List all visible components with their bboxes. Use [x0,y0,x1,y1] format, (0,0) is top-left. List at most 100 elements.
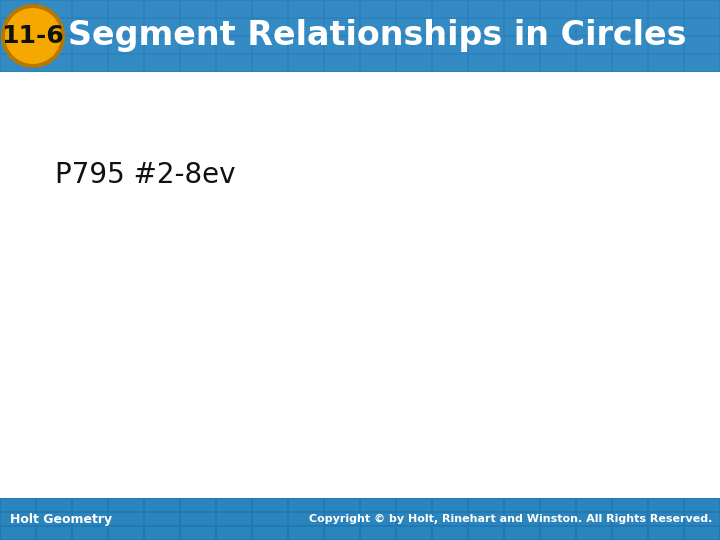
FancyBboxPatch shape [109,55,143,71]
FancyBboxPatch shape [577,527,611,539]
FancyBboxPatch shape [433,37,467,53]
Text: Copyright © by Holt, Rinehart and Winston. All Rights Reserved.: Copyright © by Holt, Rinehart and Winsto… [309,514,712,524]
FancyBboxPatch shape [469,55,503,71]
Text: P795 #2-8ev: P795 #2-8ev [55,161,235,189]
FancyBboxPatch shape [253,527,287,539]
FancyBboxPatch shape [73,1,107,17]
FancyBboxPatch shape [577,1,611,17]
FancyBboxPatch shape [505,55,539,71]
FancyBboxPatch shape [361,499,395,511]
FancyBboxPatch shape [649,513,683,525]
FancyBboxPatch shape [73,499,107,511]
FancyBboxPatch shape [73,37,107,53]
FancyBboxPatch shape [109,1,143,17]
FancyBboxPatch shape [433,527,467,539]
FancyBboxPatch shape [37,37,71,53]
FancyBboxPatch shape [505,527,539,539]
FancyBboxPatch shape [577,55,611,71]
FancyBboxPatch shape [325,513,359,525]
FancyBboxPatch shape [325,19,359,35]
FancyBboxPatch shape [253,1,287,17]
FancyBboxPatch shape [469,37,503,53]
FancyBboxPatch shape [685,499,719,511]
FancyBboxPatch shape [613,19,647,35]
FancyBboxPatch shape [145,499,179,511]
FancyBboxPatch shape [289,527,323,539]
FancyBboxPatch shape [469,1,503,17]
FancyBboxPatch shape [217,37,251,53]
FancyBboxPatch shape [361,513,395,525]
FancyBboxPatch shape [1,499,35,511]
FancyBboxPatch shape [109,527,143,539]
FancyBboxPatch shape [685,1,719,17]
FancyBboxPatch shape [505,19,539,35]
FancyBboxPatch shape [1,1,35,17]
FancyBboxPatch shape [325,37,359,53]
FancyBboxPatch shape [541,513,575,525]
FancyBboxPatch shape [541,55,575,71]
FancyBboxPatch shape [109,499,143,511]
FancyBboxPatch shape [181,19,215,35]
FancyBboxPatch shape [73,19,107,35]
Text: Segment Relationships in Circles: Segment Relationships in Circles [68,19,686,52]
FancyBboxPatch shape [109,37,143,53]
FancyBboxPatch shape [613,37,647,53]
FancyBboxPatch shape [469,527,503,539]
FancyBboxPatch shape [613,1,647,17]
FancyBboxPatch shape [613,527,647,539]
FancyBboxPatch shape [253,19,287,35]
FancyBboxPatch shape [217,499,251,511]
Bar [0,498,720,540]
FancyBboxPatch shape [217,55,251,71]
FancyBboxPatch shape [613,499,647,511]
Ellipse shape [5,8,61,64]
Text: Holt Geometry: Holt Geometry [10,512,112,525]
FancyBboxPatch shape [73,55,107,71]
FancyBboxPatch shape [325,527,359,539]
FancyBboxPatch shape [397,513,431,525]
FancyBboxPatch shape [649,19,683,35]
FancyBboxPatch shape [289,499,323,511]
FancyBboxPatch shape [433,19,467,35]
FancyBboxPatch shape [469,19,503,35]
FancyBboxPatch shape [613,55,647,71]
FancyBboxPatch shape [37,19,71,35]
FancyBboxPatch shape [253,37,287,53]
FancyBboxPatch shape [469,499,503,511]
FancyBboxPatch shape [649,1,683,17]
Ellipse shape [1,4,65,68]
FancyBboxPatch shape [181,55,215,71]
FancyBboxPatch shape [361,37,395,53]
FancyBboxPatch shape [505,499,539,511]
FancyBboxPatch shape [397,1,431,17]
FancyBboxPatch shape [289,37,323,53]
FancyBboxPatch shape [73,527,107,539]
FancyBboxPatch shape [1,513,35,525]
FancyBboxPatch shape [397,19,431,35]
FancyBboxPatch shape [361,19,395,35]
Bar [0,0,720,72]
FancyBboxPatch shape [37,1,71,17]
FancyBboxPatch shape [577,19,611,35]
FancyBboxPatch shape [397,55,431,71]
FancyBboxPatch shape [505,513,539,525]
FancyBboxPatch shape [649,499,683,511]
FancyBboxPatch shape [181,513,215,525]
FancyBboxPatch shape [289,513,323,525]
FancyBboxPatch shape [433,55,467,71]
FancyBboxPatch shape [253,499,287,511]
FancyBboxPatch shape [145,527,179,539]
FancyBboxPatch shape [181,37,215,53]
FancyBboxPatch shape [325,1,359,17]
FancyBboxPatch shape [109,513,143,525]
FancyBboxPatch shape [1,19,35,35]
FancyBboxPatch shape [289,19,323,35]
FancyBboxPatch shape [145,37,179,53]
FancyBboxPatch shape [685,513,719,525]
FancyBboxPatch shape [181,527,215,539]
FancyBboxPatch shape [253,513,287,525]
FancyBboxPatch shape [109,19,143,35]
FancyBboxPatch shape [685,55,719,71]
FancyBboxPatch shape [145,1,179,17]
FancyBboxPatch shape [541,499,575,511]
